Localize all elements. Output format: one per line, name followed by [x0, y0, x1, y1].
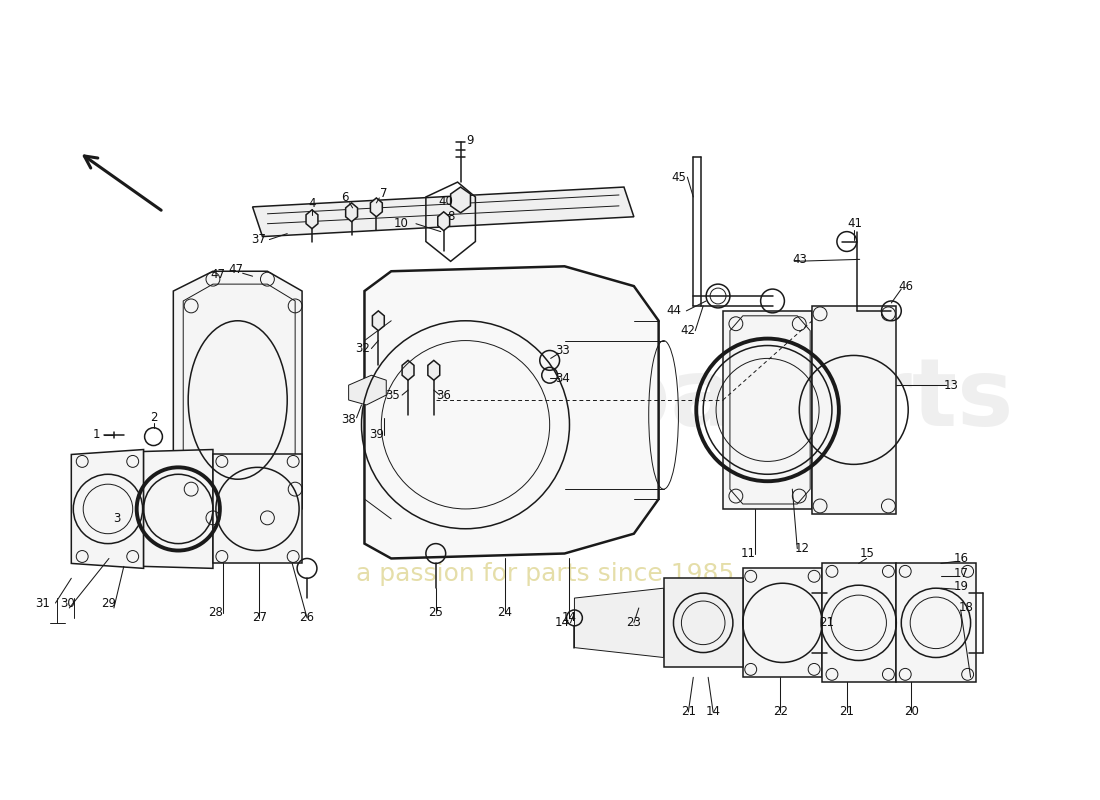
- Text: 35: 35: [385, 389, 399, 402]
- Text: 13: 13: [944, 378, 958, 392]
- Polygon shape: [438, 212, 450, 230]
- Text: 14: 14: [556, 616, 570, 630]
- Text: 40: 40: [438, 195, 453, 209]
- Text: 47: 47: [228, 262, 243, 276]
- Text: 14: 14: [562, 611, 578, 624]
- Text: 26: 26: [299, 611, 315, 624]
- Polygon shape: [428, 360, 440, 380]
- Text: 36: 36: [437, 389, 451, 402]
- Text: 20: 20: [904, 706, 918, 718]
- Text: 21: 21: [820, 616, 835, 630]
- Polygon shape: [144, 450, 213, 568]
- Text: 45: 45: [671, 170, 686, 184]
- Text: 23: 23: [626, 616, 641, 630]
- Polygon shape: [812, 306, 896, 514]
- Polygon shape: [742, 568, 822, 678]
- Polygon shape: [822, 563, 896, 682]
- Text: 33: 33: [556, 344, 570, 357]
- Text: 2: 2: [150, 411, 157, 424]
- Text: 7: 7: [379, 186, 387, 199]
- Polygon shape: [364, 266, 659, 558]
- Polygon shape: [663, 578, 742, 667]
- Text: 31: 31: [35, 597, 50, 610]
- Text: 6: 6: [341, 191, 349, 205]
- Text: 27: 27: [252, 611, 267, 624]
- Text: 3: 3: [113, 512, 121, 526]
- Polygon shape: [723, 311, 812, 509]
- Text: 37: 37: [251, 233, 266, 246]
- Text: 38: 38: [341, 414, 356, 426]
- Text: 19: 19: [954, 580, 968, 593]
- Text: 44: 44: [666, 304, 681, 318]
- Text: 11: 11: [740, 547, 756, 560]
- Text: 10: 10: [394, 218, 408, 230]
- Text: 22: 22: [773, 706, 788, 718]
- Text: 4: 4: [308, 198, 316, 210]
- Text: 25: 25: [428, 606, 443, 619]
- Text: 47: 47: [210, 268, 225, 281]
- Polygon shape: [253, 187, 634, 237]
- Text: 15: 15: [859, 547, 874, 560]
- Text: 9: 9: [466, 134, 474, 147]
- Polygon shape: [373, 311, 384, 330]
- Polygon shape: [403, 360, 414, 380]
- Text: 8: 8: [447, 210, 454, 223]
- Text: 21: 21: [839, 706, 855, 718]
- Text: 17: 17: [954, 567, 968, 580]
- Text: 16: 16: [954, 552, 968, 565]
- Text: 29: 29: [101, 597, 117, 610]
- Text: a passion for parts since 1985: a passion for parts since 1985: [355, 562, 734, 586]
- Text: 39: 39: [368, 428, 384, 441]
- Text: 24: 24: [497, 606, 513, 619]
- Polygon shape: [349, 375, 386, 405]
- Text: 46: 46: [899, 280, 914, 293]
- Polygon shape: [451, 187, 471, 213]
- Text: 34: 34: [556, 372, 570, 385]
- Text: 42: 42: [681, 324, 696, 337]
- Polygon shape: [72, 450, 144, 568]
- Text: 32: 32: [355, 342, 370, 355]
- Polygon shape: [896, 563, 976, 682]
- Polygon shape: [371, 198, 383, 217]
- Text: 28: 28: [209, 606, 223, 619]
- Polygon shape: [306, 210, 318, 229]
- Text: 12: 12: [794, 542, 810, 555]
- Text: 18: 18: [958, 602, 974, 614]
- Polygon shape: [174, 271, 302, 529]
- Text: 21: 21: [681, 706, 696, 718]
- Text: 1: 1: [92, 428, 100, 441]
- Polygon shape: [574, 588, 663, 658]
- Text: europaparts: europaparts: [360, 354, 1013, 446]
- Text: 43: 43: [793, 253, 807, 266]
- Polygon shape: [213, 454, 302, 563]
- Polygon shape: [345, 203, 358, 222]
- Text: 30: 30: [60, 597, 75, 610]
- Text: 14: 14: [705, 706, 720, 718]
- Text: 41: 41: [847, 218, 862, 230]
